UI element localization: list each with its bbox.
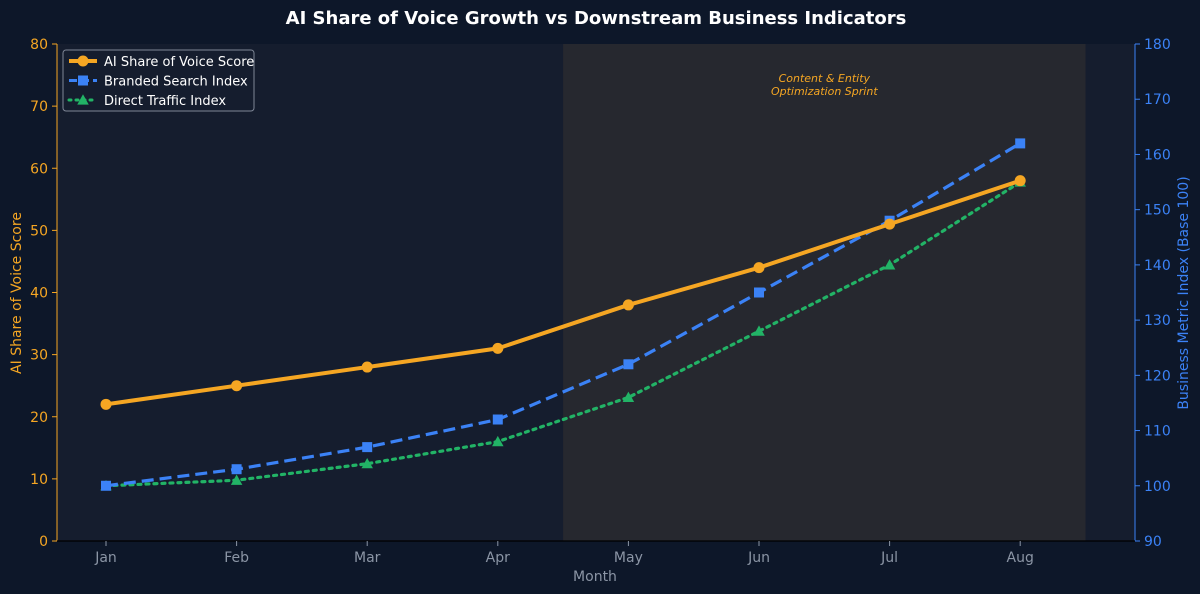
sprint-annotation-line: Content & Entity [779, 72, 871, 85]
right-y-tick-label: 130 [1144, 313, 1171, 329]
right-y-tick-label: 100 [1144, 479, 1171, 495]
data-point-circle [100, 398, 112, 410]
series-ai-share-of-voice-score [100, 175, 1026, 410]
right-y-tick-label: 90 [1144, 534, 1162, 550]
x-tick-label: Feb [224, 550, 249, 566]
legend: AI Share of Voice Score Branded Search In… [62, 49, 255, 112]
data-point-square [623, 359, 634, 370]
axes: 0 10 20 30 40 50 60 70 80 90 100 110 120 130 140 150 160… [30, 37, 1171, 566]
data-point-triangle [753, 325, 765, 336]
data-point-square [101, 480, 111, 491]
left-y-tick-label: 50 [30, 223, 48, 239]
left-y-tick-label: 10 [30, 472, 48, 488]
data-point-triangle [230, 474, 243, 485]
x-axis-label: Month [573, 569, 617, 585]
x-tick-label: Aug [1007, 550, 1034, 566]
legend-label: Branded Search Index [104, 75, 248, 90]
data-point-triangle [361, 457, 373, 469]
legend-entry: Direct Traffic Index [67, 94, 226, 109]
data-point-triangle [492, 435, 504, 447]
x-tick-label: May [614, 550, 643, 566]
legend-marker-square [78, 75, 88, 86]
legend-marker-circle [77, 55, 89, 67]
sprint-shaded-region [563, 44, 1086, 541]
x-tick-label: Mar [354, 550, 381, 566]
legend-box [62, 49, 255, 112]
series-line [104, 180, 1022, 488]
data-point-square [1015, 138, 1026, 149]
right-y-tick-label: 170 [1144, 92, 1171, 108]
data-point-square [231, 464, 242, 475]
right-y-tick-label: 150 [1144, 203, 1171, 219]
legend-label: Direct Traffic Index [104, 94, 226, 109]
data-point-circle [622, 299, 634, 311]
legend-marker-triangle [77, 94, 89, 105]
right-y-tick-label: 120 [1144, 368, 1171, 384]
left-y-tick-label: 0 [39, 534, 48, 550]
data-point-circle [884, 218, 896, 230]
data-point-square [362, 442, 373, 453]
data-point-square [492, 414, 503, 425]
series-line [105, 178, 1021, 407]
legend-label: AI Share of Voice Score [104, 55, 254, 70]
data-point-circle [1014, 175, 1026, 187]
right-y-tick-label: 160 [1144, 147, 1171, 163]
series-layer [100, 138, 1026, 491]
right-y-axis-label: Business Metric Index (Base 100) [1176, 176, 1192, 409]
data-point-triangle [622, 391, 635, 403]
left-y-tick-label: 30 [30, 348, 48, 364]
left-y-tick-label: 80 [30, 37, 48, 53]
sprint-annotation-line: Optimization Sprint [771, 85, 878, 98]
data-point-square [754, 287, 764, 298]
right-y-tick-label: 140 [1144, 258, 1171, 274]
data-point-circle [361, 361, 373, 373]
legend-entry: AI Share of Voice Score [69, 55, 254, 70]
data-point-circle [492, 342, 504, 354]
chart-title: AI Share of Voice Growth vs Downstream B… [286, 8, 907, 29]
left-y-tick-label: 70 [30, 99, 48, 115]
x-tick-label: Jan [94, 550, 117, 566]
data-point-circle [231, 380, 243, 392]
data-point-circle [753, 262, 765, 274]
x-tick-label: Jul [880, 550, 898, 566]
x-tick-label: Jun [747, 550, 770, 566]
left-y-tick-label: 40 [30, 286, 48, 302]
left-y-axis-label: AI Share of Voice Score [9, 212, 25, 374]
right-y-tick-label: 180 [1144, 37, 1171, 53]
left-y-tick-label: 60 [30, 161, 48, 177]
x-tick-label: Apr [486, 550, 510, 566]
legend-entry: Branded Search Index [69, 75, 248, 90]
right-y-tick-label: 110 [1144, 424, 1171, 440]
data-point-triangle [883, 259, 896, 270]
left-y-tick-label: 20 [30, 410, 48, 426]
